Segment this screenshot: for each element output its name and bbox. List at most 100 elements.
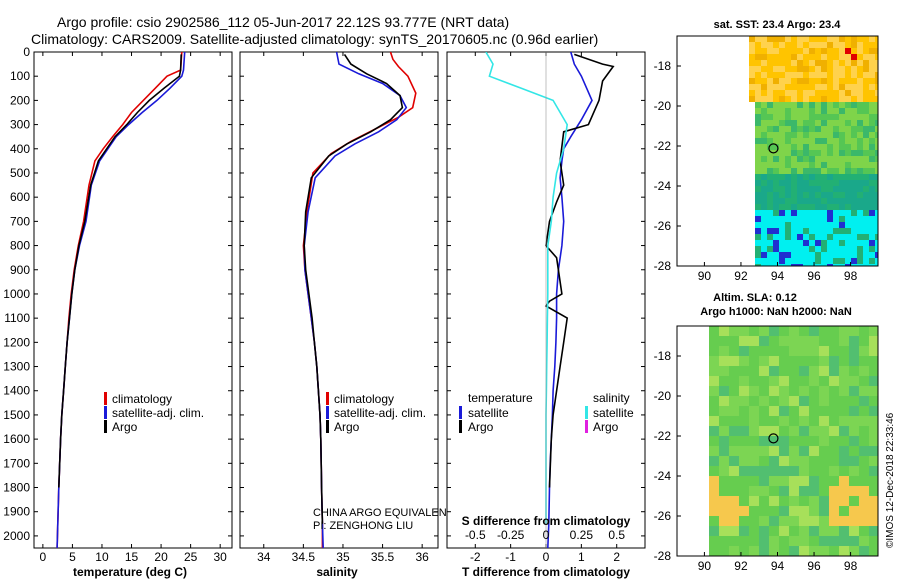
sst-cell xyxy=(791,36,797,42)
sla-cell xyxy=(769,326,779,336)
sst-cell xyxy=(833,66,839,72)
sla-cell xyxy=(709,516,719,526)
sst-cell xyxy=(809,144,815,150)
sst-cell xyxy=(815,264,821,266)
sst-cell xyxy=(851,102,857,108)
sst-cell xyxy=(869,210,875,216)
sst-cell xyxy=(839,48,845,54)
sla-cell xyxy=(839,516,849,526)
sla-cell xyxy=(819,496,829,506)
sst-cell xyxy=(767,42,773,48)
sst-cell xyxy=(797,258,803,264)
sla-cell xyxy=(729,456,739,466)
sst-cell xyxy=(755,138,761,144)
sst-cell xyxy=(755,156,761,162)
sst-cell xyxy=(767,102,773,108)
sst-cell xyxy=(773,228,779,234)
sst-cell xyxy=(755,252,761,258)
legend-satellite-label: satellite-adj. clim. xyxy=(112,406,204,420)
sla-cell xyxy=(719,476,729,486)
sst-cell xyxy=(809,234,815,240)
sla-cell xyxy=(719,516,729,526)
sst-cell xyxy=(839,126,845,132)
x-tick-label: 10 xyxy=(95,550,109,564)
sla-cell xyxy=(759,456,769,466)
sst-cell xyxy=(761,204,767,210)
sla-cell xyxy=(769,356,779,366)
sst-cell xyxy=(755,108,761,114)
sst-cell xyxy=(839,204,845,210)
sst-cell xyxy=(845,234,851,240)
sst-cell xyxy=(875,66,878,72)
sla-cell xyxy=(779,476,789,486)
sla-cell xyxy=(839,426,849,436)
sst-cell xyxy=(839,150,845,156)
sst-cell xyxy=(779,174,785,180)
sla-cell xyxy=(729,476,739,486)
sla-cell xyxy=(829,516,839,526)
sst-cell xyxy=(845,60,851,66)
sst-cell xyxy=(767,96,773,102)
depth-tick-label: 1800 xyxy=(3,481,30,495)
sst-cell xyxy=(845,264,851,266)
sst-cell xyxy=(857,180,863,186)
sla-cell xyxy=(789,386,799,396)
sst-cell xyxy=(803,150,809,156)
sst-cell xyxy=(779,228,785,234)
sst-cell xyxy=(857,252,863,258)
sla-cell xyxy=(849,486,859,496)
sla-cell xyxy=(779,526,789,536)
sst-cell xyxy=(803,222,809,228)
sla-cell xyxy=(779,516,789,526)
sla-cell xyxy=(809,516,819,526)
sst-cell xyxy=(821,54,827,60)
sst-cell xyxy=(815,258,821,264)
sst-cell xyxy=(797,54,803,60)
sla-cell xyxy=(849,366,859,376)
sst-cell xyxy=(809,60,815,66)
sst-cell xyxy=(827,264,833,266)
sla-cell xyxy=(739,356,749,366)
map-y-tick-label: -24 xyxy=(654,469,672,483)
sst-cell xyxy=(875,246,878,252)
sla-cell xyxy=(709,486,719,496)
sst-cell xyxy=(851,204,857,210)
sst-cell xyxy=(821,96,827,102)
map-y-tick-label: -18 xyxy=(654,59,672,73)
sla-cell xyxy=(809,396,819,406)
sla-cell xyxy=(749,526,759,536)
sst-cell xyxy=(809,228,815,234)
sla-cell xyxy=(859,416,869,426)
sst-cell xyxy=(809,204,815,210)
sst-cell xyxy=(827,246,833,252)
sst-cell xyxy=(761,186,767,192)
sst-cell xyxy=(839,228,845,234)
sst-cell xyxy=(839,96,845,102)
sst-cell xyxy=(791,264,797,266)
sst-cell xyxy=(779,150,785,156)
sst-cell xyxy=(809,186,815,192)
sst-cell xyxy=(869,72,875,78)
legend-temp-satellite-label: satellite xyxy=(468,406,509,420)
sla-cell xyxy=(809,406,819,416)
sst-cell xyxy=(863,60,869,66)
sst-cell xyxy=(839,36,845,42)
sst-cell xyxy=(857,210,863,216)
sla-cell xyxy=(839,386,849,396)
sst-cell xyxy=(785,72,791,78)
sla-cell xyxy=(729,406,739,416)
sla-cell xyxy=(789,476,799,486)
sst-cell xyxy=(833,252,839,258)
sst-cell xyxy=(785,144,791,150)
sla-cell xyxy=(829,376,839,386)
sst-cell xyxy=(815,96,821,102)
sst-cell xyxy=(773,60,779,66)
s-tick-label: 0 xyxy=(543,528,550,542)
sst-cell xyxy=(827,90,833,96)
sla-cell xyxy=(859,366,869,376)
sst-cell xyxy=(809,168,815,174)
legend-temp-argo-label: Argo xyxy=(468,420,494,434)
sla-cell xyxy=(789,466,799,476)
sla-cell xyxy=(739,396,749,406)
sst-cell xyxy=(845,150,851,156)
